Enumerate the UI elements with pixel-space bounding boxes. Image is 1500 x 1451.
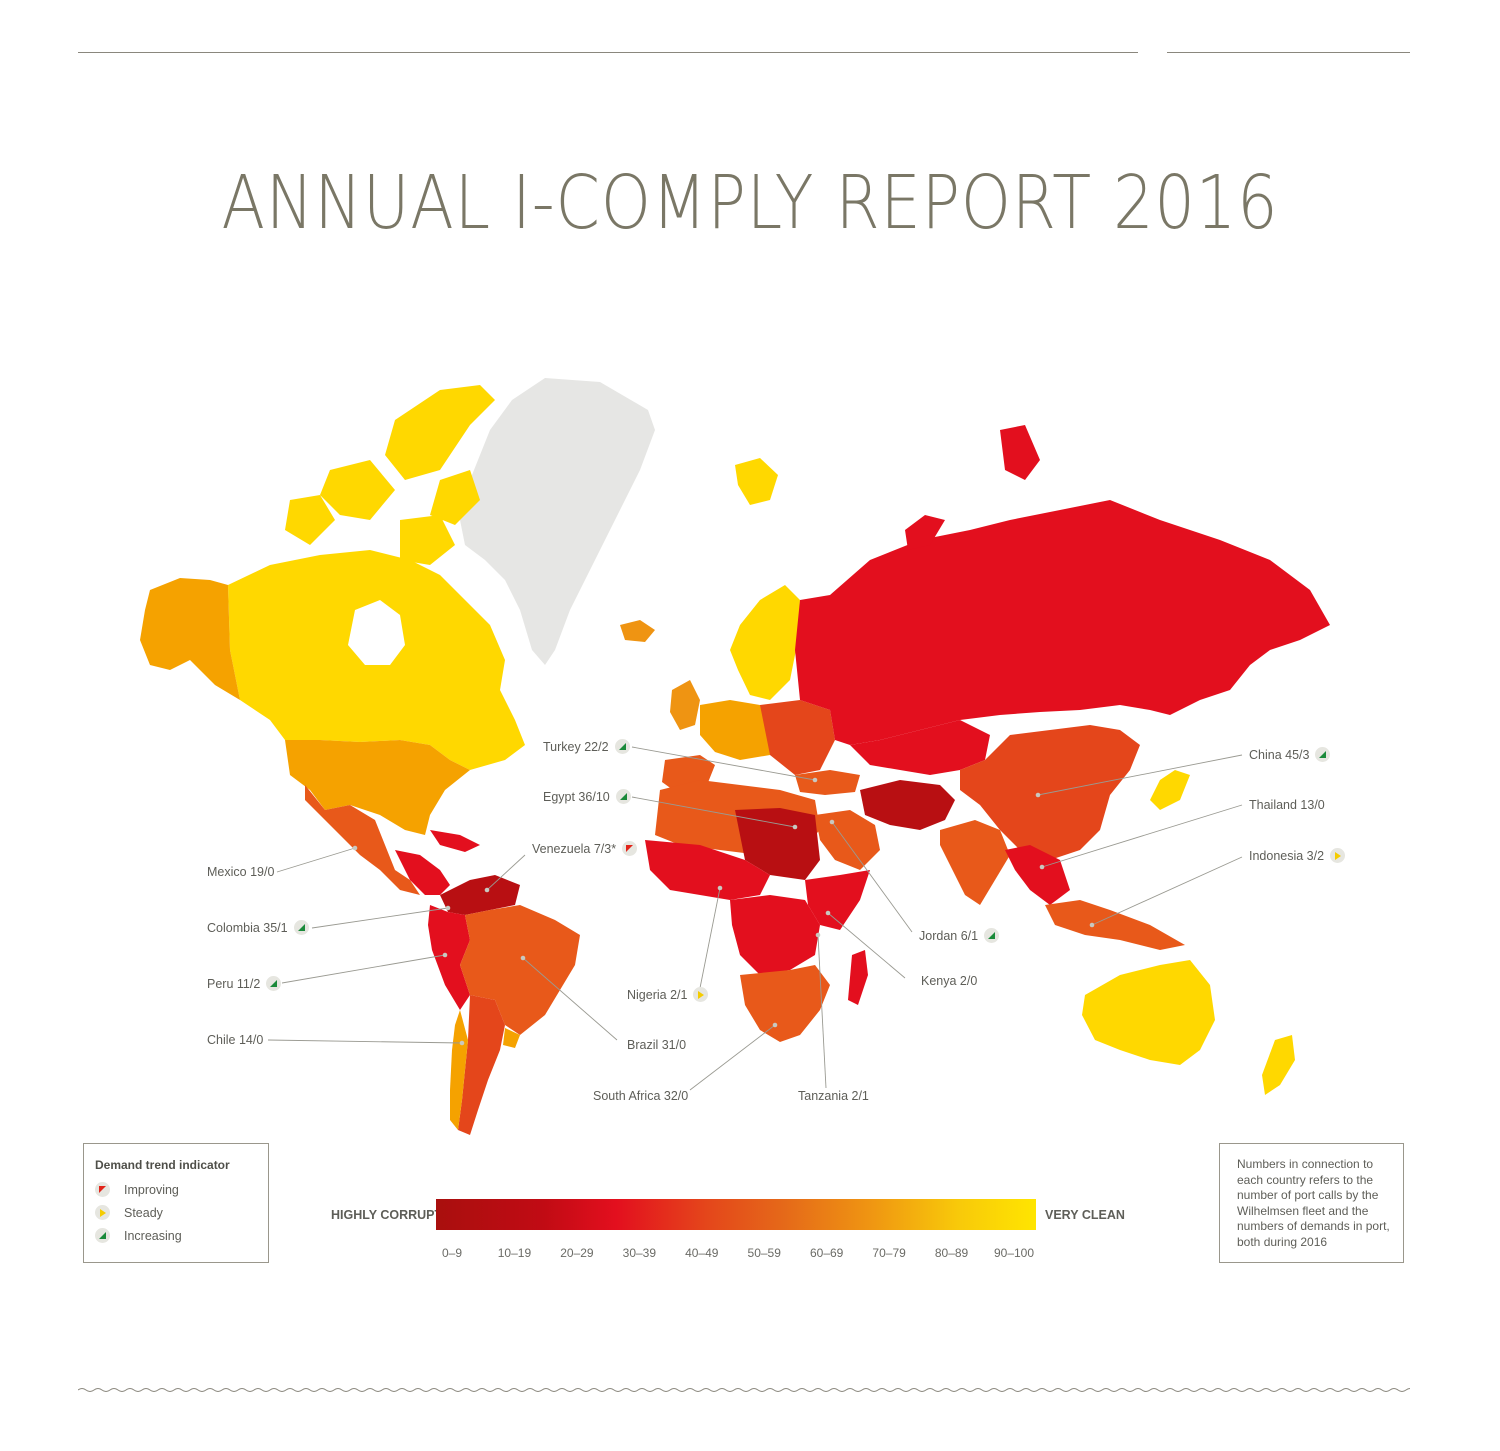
trend-improving-icon — [95, 1182, 110, 1197]
region-uk — [670, 680, 700, 730]
region-venezuela — [440, 875, 520, 915]
region-se-asia — [1005, 845, 1070, 905]
region-iceland — [620, 620, 655, 642]
region-indonesia — [1045, 900, 1185, 950]
region-novaya-zemlya — [905, 425, 1040, 550]
region-eastern-europe — [760, 700, 835, 775]
region-madagascar — [848, 950, 868, 1005]
label-china: China 45/3 — [1249, 747, 1331, 762]
legend-item-increasing: Increasing — [95, 1228, 182, 1243]
label-kenya: Kenya 2/0 — [921, 974, 978, 988]
scale-high-label: VERY CLEAN — [1045, 1208, 1125, 1222]
trend-increasing-icon — [266, 976, 282, 991]
scale-tick-label: 0–9 — [441, 1246, 463, 1260]
leader-dots — [352, 777, 1095, 1046]
region-svalbard — [735, 458, 778, 505]
trend-increasing-icon — [293, 920, 309, 935]
leader-lines — [267, 746, 1243, 1091]
note-text: Numbers in connection to each country re… — [1237, 1157, 1390, 1249]
trend-increasing-icon — [95, 1228, 110, 1243]
region-hudson-bay — [348, 600, 405, 665]
scale-tick-label: 30–39 — [622, 1246, 657, 1260]
region-mideast — [815, 810, 880, 870]
bottom-wave-rule — [78, 1388, 1410, 1392]
region-horn-africa — [805, 870, 870, 930]
legend-item-improving: Improving — [95, 1182, 179, 1197]
region-west-africa — [645, 840, 770, 900]
region-central-asia — [850, 720, 990, 775]
region-japan — [1150, 770, 1190, 810]
label-colombia: Colombia 35/1 — [207, 920, 309, 935]
region-argentina — [458, 995, 505, 1135]
label-jordan: Jordan 6/1 — [919, 928, 1000, 943]
region-colombia-peru — [428, 905, 470, 1010]
trend-increasing-icon — [614, 739, 630, 754]
trend-increasing-icon — [984, 928, 1000, 943]
note-box: Numbers in connection to each country re… — [1219, 1143, 1404, 1263]
region-turkey — [795, 770, 860, 795]
label-thailand: Thailand 13/0 — [1249, 798, 1325, 812]
scale-tick-label: 10–19 — [497, 1246, 532, 1260]
region-chile — [450, 1010, 468, 1130]
trend-steady-icon — [693, 987, 709, 1002]
region-iran-afghanistan — [860, 780, 955, 830]
region-central-america — [395, 830, 480, 895]
trend-increasing-icon — [1315, 747, 1331, 762]
trend-legend: Demand trend indicator Improving Steady … — [83, 1143, 269, 1263]
trend-improving-icon — [622, 841, 638, 856]
region-new-zealand — [1262, 1035, 1295, 1095]
label-turkey: Turkey 22/2 — [543, 739, 630, 754]
label-chile: Chile 14/0 — [207, 1033, 264, 1047]
trend-steady-icon — [95, 1205, 110, 1220]
label-mexico: Mexico 19/0 — [207, 865, 275, 879]
region-central-africa — [730, 895, 820, 975]
region-usa — [285, 740, 470, 835]
label-nigeria: Nigeria 2/1 — [627, 987, 709, 1002]
region-greenland — [458, 378, 655, 665]
label-venezuela: Venezuela 7/3* — [532, 841, 638, 856]
region-sahel — [735, 808, 820, 880]
label-indonesia: Indonesia 3/2 — [1249, 848, 1346, 863]
region-mexico — [305, 785, 420, 895]
scale-tick-label: 20–29 — [560, 1246, 594, 1260]
top-rule-left — [78, 52, 1138, 53]
scale-tick-label: 60–69 — [809, 1246, 844, 1260]
scale-tick-label: 80–89 — [934, 1246, 969, 1260]
region-canada-arctic — [285, 385, 495, 565]
trend-increasing-icon — [615, 789, 631, 804]
region-southern-africa — [740, 965, 830, 1042]
region-alaska — [140, 578, 240, 700]
label-brazil: Brazil 31/0 — [627, 1038, 687, 1052]
page-title: ANNUAL I-COMPLY REPORT 2016 — [221, 160, 1279, 246]
color-scale-bar — [436, 1199, 1036, 1230]
legend-title: Demand trend indicator — [95, 1158, 230, 1172]
region-scandinavia — [730, 585, 800, 700]
scale-low-label: HIGHLY CORRUPT — [331, 1208, 443, 1222]
label-tanzania: Tanzania 2/1 — [798, 1089, 869, 1103]
region-australia — [1082, 960, 1215, 1065]
region-india — [940, 820, 1010, 905]
region-brazil — [460, 905, 580, 1035]
top-rule-right — [1167, 52, 1410, 53]
legend-item-steady: Steady — [95, 1205, 163, 1220]
label-south-africa: South Africa 32/0 — [593, 1089, 689, 1103]
scale-tick-label: 40–49 — [685, 1246, 719, 1260]
scale-tick-label: 90–100 — [993, 1246, 1035, 1260]
trend-steady-icon — [1330, 848, 1346, 863]
region-russia — [795, 500, 1330, 745]
label-egypt: Egypt 36/10 — [543, 789, 631, 804]
scale-tick-label: 50–59 — [747, 1246, 781, 1260]
scale-tick-label: 70–79 — [872, 1246, 906, 1260]
region-uruguay — [503, 1028, 520, 1048]
label-peru: Peru 11/2 — [207, 976, 282, 991]
